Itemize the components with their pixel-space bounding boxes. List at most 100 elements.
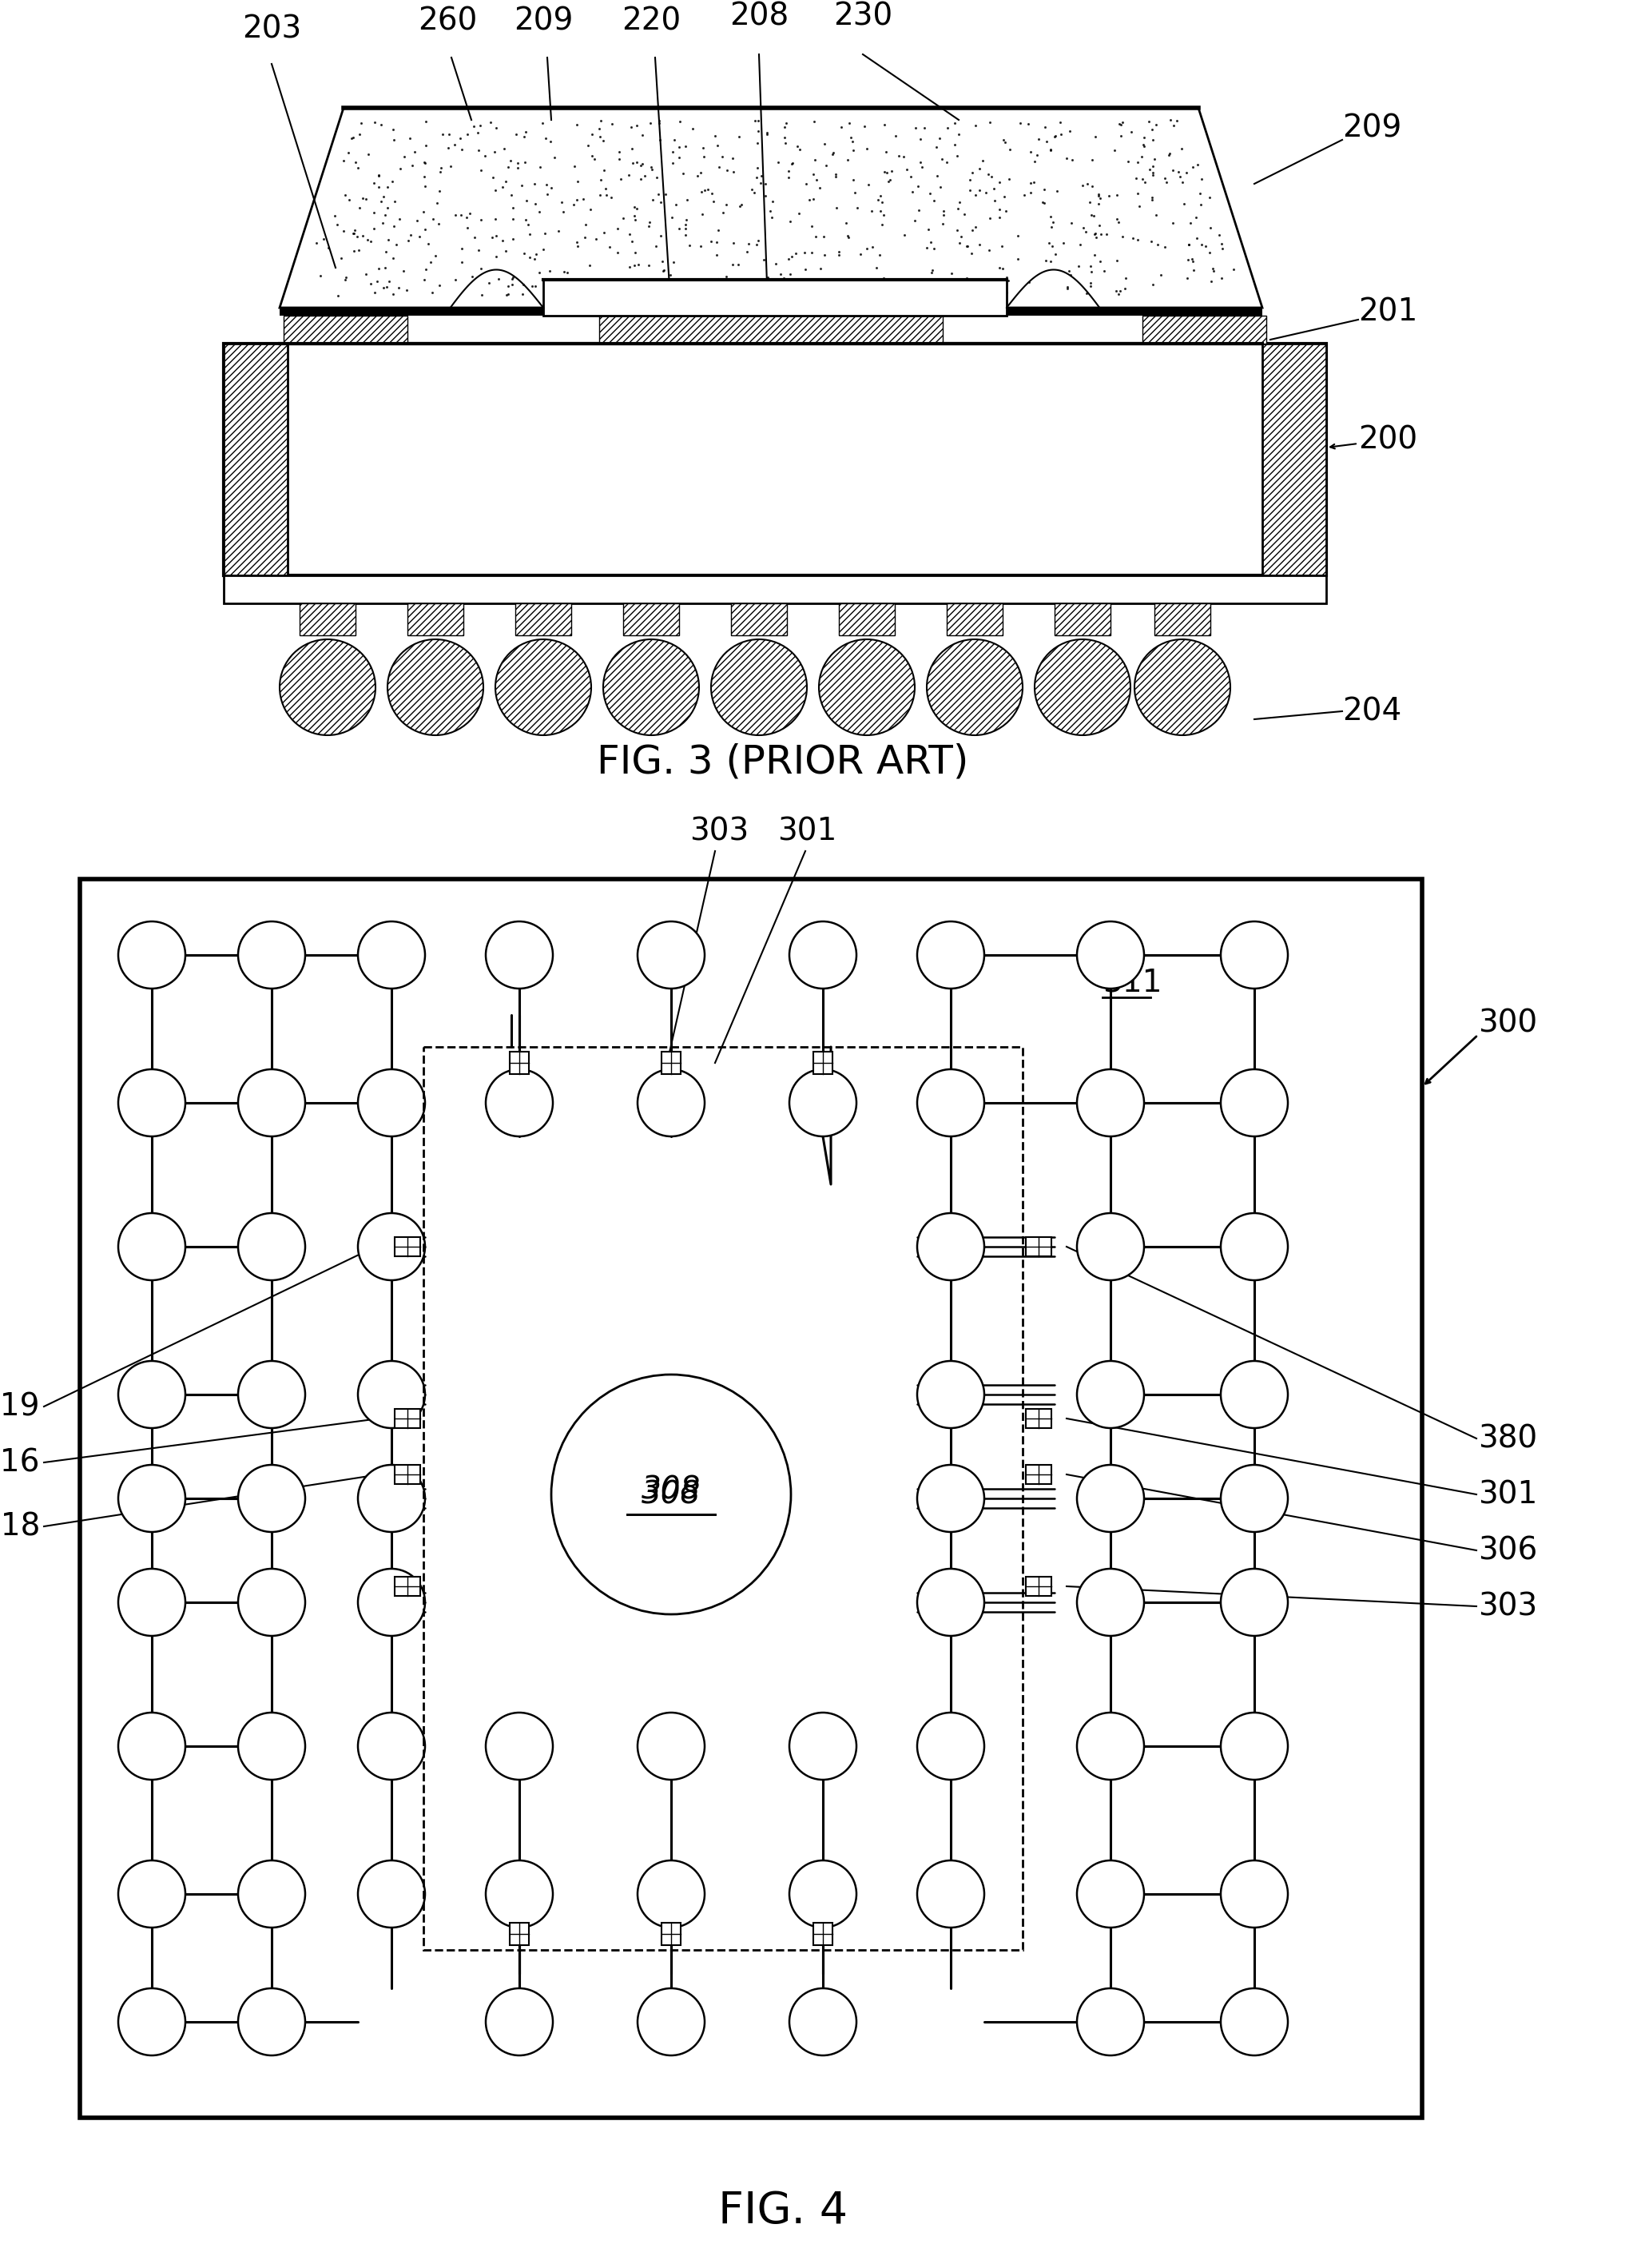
- Text: 308: 308: [642, 1474, 700, 1506]
- Text: 301: 301: [777, 816, 837, 848]
- Text: 260: 260: [417, 5, 477, 36]
- Circle shape: [119, 1989, 186, 2055]
- Circle shape: [1220, 1068, 1289, 1136]
- Circle shape: [1220, 921, 1289, 989]
- Text: 380: 380: [1478, 1424, 1538, 1454]
- Circle shape: [388, 640, 484, 735]
- Circle shape: [637, 1068, 705, 1136]
- Bar: [1026, 1465, 1051, 1483]
- Circle shape: [1220, 1989, 1289, 2055]
- Circle shape: [790, 1712, 857, 1780]
- Text: 230: 230: [832, 2, 893, 32]
- Circle shape: [790, 921, 857, 989]
- Circle shape: [238, 1989, 305, 2055]
- Text: 303: 303: [689, 816, 749, 848]
- Bar: [1262, 345, 1326, 576]
- Circle shape: [790, 1989, 857, 2055]
- Circle shape: [917, 1860, 984, 1928]
- Bar: [223, 345, 288, 576]
- Bar: [407, 603, 463, 635]
- Circle shape: [238, 921, 305, 989]
- Circle shape: [710, 640, 806, 735]
- Text: FIG. 3 (PRIOR ART): FIG. 3 (PRIOR ART): [598, 744, 969, 782]
- Bar: [1142, 315, 1266, 345]
- Text: 311: 311: [1103, 968, 1161, 998]
- Text: 308: 308: [642, 1479, 700, 1510]
- Circle shape: [917, 1068, 984, 1136]
- Circle shape: [358, 1569, 425, 1635]
- Bar: [839, 603, 894, 635]
- Circle shape: [119, 1213, 186, 1279]
- Circle shape: [1220, 1465, 1289, 1531]
- Circle shape: [119, 1569, 186, 1635]
- Circle shape: [917, 1569, 984, 1635]
- Text: 303: 303: [1478, 1592, 1538, 1622]
- Bar: [280, 308, 1262, 315]
- Circle shape: [485, 1989, 552, 2055]
- Circle shape: [1077, 1712, 1144, 1780]
- Circle shape: [358, 1213, 425, 1279]
- Bar: [624, 603, 679, 635]
- Circle shape: [1220, 1213, 1289, 1279]
- Text: 306: 306: [1478, 1535, 1538, 1565]
- Circle shape: [238, 1068, 305, 1136]
- Text: FIG. 4: FIG. 4: [718, 2189, 847, 2232]
- Circle shape: [790, 1068, 857, 1136]
- Circle shape: [1220, 1860, 1289, 1928]
- Bar: [394, 1465, 420, 1483]
- Text: 208: 208: [730, 2, 788, 32]
- Text: 209: 209: [513, 5, 573, 36]
- Circle shape: [1220, 1569, 1289, 1635]
- Circle shape: [119, 1361, 186, 1429]
- Bar: [283, 315, 407, 345]
- Circle shape: [358, 1361, 425, 1429]
- Circle shape: [1077, 921, 1144, 989]
- Text: 318: 318: [0, 1510, 41, 1542]
- Text: 316: 316: [0, 1447, 41, 1479]
- Circle shape: [1220, 1712, 1289, 1780]
- Circle shape: [637, 1712, 705, 1780]
- Bar: [515, 603, 572, 635]
- Bar: [223, 345, 1326, 576]
- Bar: [1054, 603, 1111, 635]
- Text: 204: 204: [1342, 696, 1401, 726]
- Bar: [510, 1923, 529, 1946]
- Bar: [946, 603, 1002, 635]
- Circle shape: [238, 1860, 305, 1928]
- Text: 301: 301: [1478, 1479, 1538, 1510]
- Circle shape: [1134, 640, 1230, 735]
- Circle shape: [485, 1068, 552, 1136]
- Circle shape: [358, 1465, 425, 1531]
- Circle shape: [495, 640, 591, 735]
- Text: 209: 209: [1342, 113, 1401, 143]
- Circle shape: [119, 1465, 186, 1531]
- Circle shape: [637, 1989, 705, 2055]
- Circle shape: [1077, 1361, 1144, 1429]
- Circle shape: [1220, 1361, 1289, 1429]
- Circle shape: [603, 640, 699, 735]
- Text: 220: 220: [621, 5, 681, 36]
- Circle shape: [238, 1569, 305, 1635]
- Bar: [542, 279, 1007, 315]
- Bar: [394, 1236, 420, 1256]
- Circle shape: [1077, 1569, 1144, 1635]
- Bar: [394, 1576, 420, 1597]
- Bar: [813, 1052, 832, 1075]
- Circle shape: [790, 1860, 857, 1928]
- Bar: [300, 603, 355, 635]
- Bar: [394, 1408, 420, 1429]
- Bar: [80, 880, 1422, 2118]
- Circle shape: [119, 1860, 186, 1928]
- Bar: [731, 603, 787, 635]
- Circle shape: [1077, 1213, 1144, 1279]
- Circle shape: [238, 1712, 305, 1780]
- Bar: [1026, 1408, 1051, 1429]
- Text: 200: 200: [1359, 424, 1417, 454]
- Circle shape: [917, 1712, 984, 1780]
- Circle shape: [485, 1860, 552, 1928]
- Bar: [1155, 603, 1210, 635]
- Circle shape: [358, 1712, 425, 1780]
- Circle shape: [917, 1465, 984, 1531]
- Bar: [661, 1923, 681, 1946]
- Circle shape: [1077, 1465, 1144, 1531]
